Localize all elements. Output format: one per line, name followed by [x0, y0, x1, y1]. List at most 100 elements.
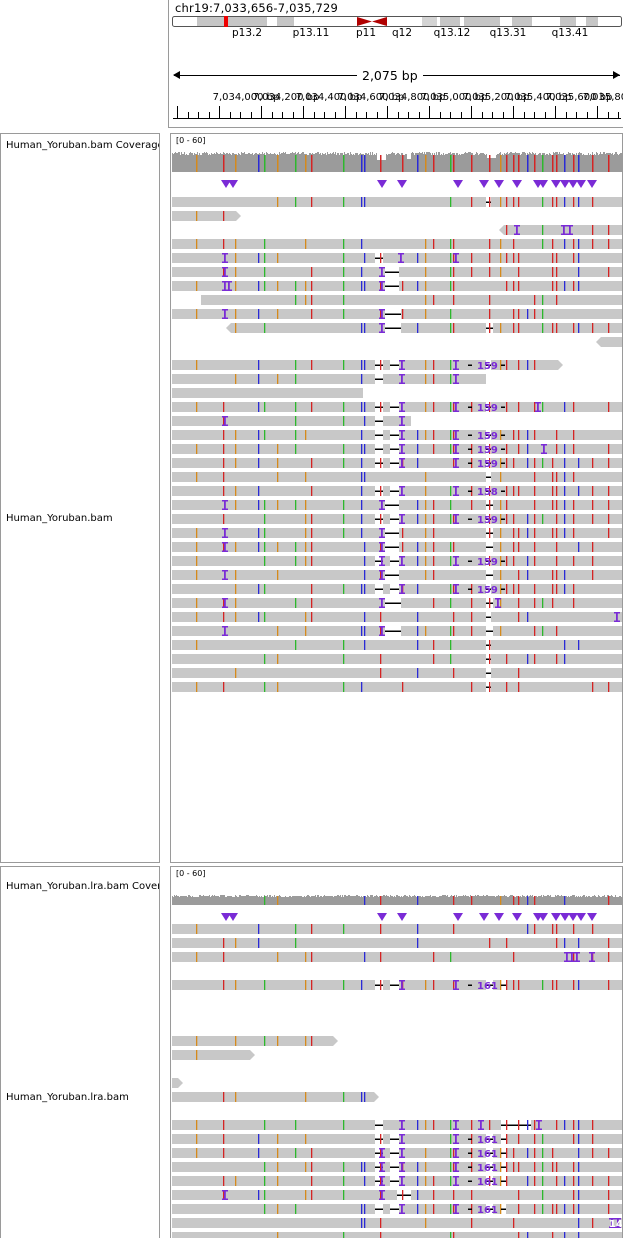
mismatch	[364, 253, 366, 263]
track-name-alignment[interactable]: Human_Yoruban.lra.bam	[6, 1092, 129, 1103]
mismatch	[518, 360, 520, 370]
insertion-marker	[587, 913, 597, 921]
ruler-panel[interactable]: chr19:7,033,656-7,035,729 p13.2 p13.11 p…	[168, 0, 623, 128]
mismatch	[453, 267, 455, 277]
data-panel-track2[interactable]: [0 - 60] 161 161 161 161 161 161 14	[170, 866, 623, 1238]
track-name-coverage[interactable]: Human_Yoruban.lra.bam Coverage	[6, 881, 159, 892]
mismatch	[556, 472, 558, 482]
coverage-bar	[568, 152, 569, 172]
mismatch	[534, 309, 536, 319]
mismatch	[277, 281, 279, 291]
deletion-line	[375, 378, 383, 380]
mismatch	[364, 612, 366, 622]
track-name-coverage[interactable]: Human_Yoruban.bam Coverage	[6, 140, 160, 151]
coverage-bar	[396, 895, 397, 905]
coverage-bar	[536, 896, 537, 905]
coverage-bar	[603, 896, 604, 905]
mismatch	[506, 1120, 508, 1130]
mismatch	[500, 528, 502, 538]
mismatch	[364, 1176, 366, 1186]
chromosome-ideogram[interactable]	[172, 16, 622, 27]
coverage-bar	[595, 155, 596, 172]
coverage-bar	[246, 154, 247, 172]
coverage-bar	[392, 896, 393, 905]
mismatch	[608, 458, 610, 468]
deletion-line	[390, 462, 399, 464]
mismatch	[425, 295, 427, 305]
coverage-bar	[383, 895, 384, 905]
mismatch	[518, 197, 520, 207]
coverage-bar	[433, 896, 434, 905]
data-panel-track1[interactable]: [0 - 60] 159 159 159 159 159 158 159 159 159	[170, 133, 623, 863]
coverage-bar	[613, 897, 614, 905]
mismatch	[277, 626, 279, 636]
insertion-cap	[379, 556, 385, 558]
coverage-bar	[563, 153, 564, 172]
mismatch	[534, 1162, 536, 1172]
mismatch	[433, 556, 435, 566]
mismatch	[402, 281, 404, 291]
indel-tick	[468, 1152, 472, 1154]
mismatch	[295, 640, 297, 650]
read	[172, 668, 622, 678]
mismatch	[361, 1092, 363, 1102]
coverage-bar	[308, 155, 309, 172]
mismatch	[534, 528, 536, 538]
insertion-cap	[379, 309, 385, 311]
mismatch	[489, 458, 491, 468]
coverage-bar	[424, 152, 425, 172]
coverage-bar	[570, 153, 571, 172]
coverage-bar	[274, 895, 275, 905]
read	[172, 1050, 255, 1060]
centromere	[357, 17, 387, 26]
read	[172, 197, 622, 207]
mismatch	[450, 239, 452, 249]
coverage-bar	[242, 153, 243, 172]
ruler-tick	[418, 112, 420, 118]
coverage-bar	[181, 152, 182, 172]
coverage-bar	[217, 896, 218, 905]
coverage-bar	[416, 897, 417, 905]
read	[172, 388, 363, 398]
coverage-bar	[484, 154, 485, 172]
coverage-bar	[287, 897, 288, 905]
coverage-bar	[204, 896, 205, 905]
mismatch	[361, 980, 363, 990]
mismatch	[453, 1232, 455, 1238]
coverage-bar	[550, 895, 551, 905]
ruler-tick	[355, 112, 357, 118]
indel-tick	[468, 462, 472, 464]
coverage-bar	[351, 154, 352, 172]
insertion	[401, 444, 403, 454]
mismatch	[534, 1148, 536, 1158]
coverage-bar	[546, 896, 547, 905]
mismatch	[364, 1162, 366, 1172]
coverage-bar	[354, 896, 355, 905]
coverage-bar	[335, 152, 336, 172]
mismatch	[433, 239, 435, 249]
mismatch	[258, 374, 260, 384]
coverage-mismatch	[380, 155, 382, 172]
mismatch	[471, 598, 473, 608]
name-panel-track2[interactable]: Human_Yoruban.lra.bam Coverage Human_Yor…	[0, 866, 160, 1238]
coverage-bar	[361, 896, 362, 905]
track-name-alignment[interactable]: Human_Yoruban.bam	[6, 513, 113, 524]
coverage-bar	[396, 154, 397, 172]
coverage-bar	[622, 154, 623, 172]
insertion-cap	[514, 225, 520, 227]
coverage-bar	[348, 153, 349, 172]
ruler-tick	[450, 112, 451, 118]
ruler-tick-label: 7,034,400 bp	[295, 92, 363, 103]
mismatch	[564, 640, 566, 650]
mismatch	[295, 402, 297, 412]
coverage-bar	[419, 152, 420, 172]
mismatch	[343, 267, 345, 277]
read	[172, 640, 622, 650]
name-panel-track1[interactable]: Human_Yoruban.bam Coverage Human_Yoruban…	[0, 133, 160, 863]
coverage-bar	[304, 896, 305, 905]
mismatch	[573, 528, 575, 538]
mismatch	[343, 281, 345, 291]
coverage-bar	[473, 896, 474, 905]
